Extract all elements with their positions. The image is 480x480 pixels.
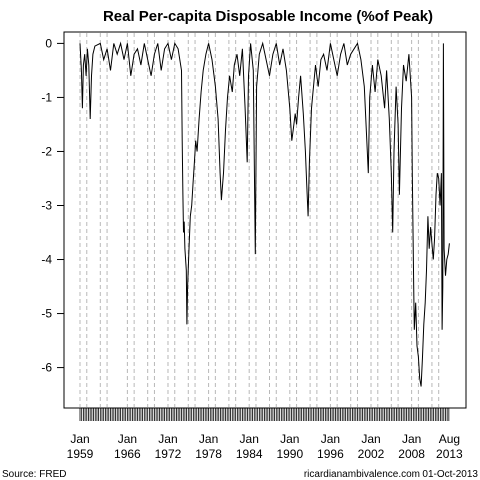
x-axis: Jan1959Jan1966Jan1972Jan1978Jan1984Jan19… <box>67 432 463 461</box>
x-tick-label-month: Jan <box>158 432 177 446</box>
x-tick-label-month: Jan <box>118 432 137 446</box>
x-tick-label-month: Jan <box>402 432 421 446</box>
credit-date: 01-Oct-2013 <box>422 469 478 480</box>
x-tick-label-year: 1996 <box>317 447 344 461</box>
x-tick-label-month: Jan <box>361 432 380 446</box>
chart-title: Real Per-capita Disposable Income (%of P… <box>103 8 433 25</box>
credit-site: ricardianambivalence.com <box>304 469 420 480</box>
x-tick-label-year: 1990 <box>276 447 303 461</box>
x-tick-label-month: Aug <box>439 432 460 446</box>
x-tick-label-month: Jan <box>240 432 259 446</box>
y-axis: 0 -1 -2 -3 -4 -5 -6 <box>41 36 64 375</box>
x-tick-label-month: Jan <box>280 432 299 446</box>
grid-lines <box>79 33 440 407</box>
plot-frame <box>63 31 467 409</box>
y-tick-label: 0 <box>45 36 52 50</box>
x-tick-label-month: Jan <box>321 432 340 446</box>
x-tick-label-year: 1959 <box>67 447 94 461</box>
x-axis-rug <box>79 408 450 421</box>
x-tick-label-year: 1984 <box>236 447 263 461</box>
x-tick-label-month: Jan <box>199 432 218 446</box>
x-tick-label-year: 1978 <box>195 447 222 461</box>
y-tick-label: -1 <box>41 90 52 104</box>
y-tick-label: -5 <box>41 307 52 321</box>
x-tick-label-month: Jan <box>70 432 89 446</box>
y-tick-label: -2 <box>41 144 52 158</box>
y-tick-label: -3 <box>41 198 52 212</box>
x-tick-label-year: 2013 <box>436 447 463 461</box>
x-tick-label-year: 2002 <box>358 447 385 461</box>
x-tick-label-year: 1972 <box>155 447 182 461</box>
x-tick-label-year: 2008 <box>398 447 425 461</box>
source-note: Source: FRED <box>2 469 66 480</box>
y-tick-label: -4 <box>41 253 52 267</box>
series-line <box>79 41 450 387</box>
y-tick-label: -6 <box>41 361 52 375</box>
x-tick-label-year: 1966 <box>114 447 141 461</box>
